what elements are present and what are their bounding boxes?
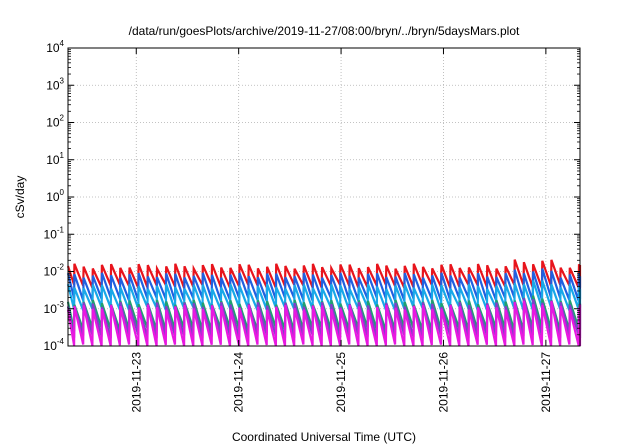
x-tick-label: 2019-11-23: [129, 352, 143, 413]
y-axis-label: cSv/day: [13, 176, 27, 219]
y-tick-label: 102: [46, 114, 64, 130]
y-tick-label: 10-2: [44, 263, 65, 279]
y-tick-label: 10-3: [44, 300, 65, 316]
y-tick-label: 10-1: [44, 225, 65, 241]
series-group: [66, 259, 582, 347]
x-tick-label: 2019-11-27: [539, 352, 553, 413]
y-tick-label: 100: [46, 188, 64, 204]
chart-title: /data/run/goesPlots/archive/2019-11-27/0…: [129, 24, 520, 38]
x-axis-label: Coordinated Universal Time (UTC): [232, 430, 416, 444]
y-tick-label: 103: [46, 76, 64, 92]
series-line: [66, 300, 582, 347]
x-tick-label: 2019-11-24: [232, 352, 246, 413]
x-tick-label: 2019-11-26: [436, 352, 450, 413]
y-tick-label: 104: [46, 39, 64, 55]
y-tick-label: 10-4: [44, 337, 65, 353]
y-axis: 10-4 10-3 10-2 10-1 100 101 102 103 104: [44, 39, 580, 353]
y-tick-label: 101: [46, 151, 64, 167]
x-axis: 2019-11-23 2019-11-24 2019-11-25 2019-11-26…: [129, 48, 553, 413]
x-tick-label: 2019-11-25: [334, 352, 348, 413]
